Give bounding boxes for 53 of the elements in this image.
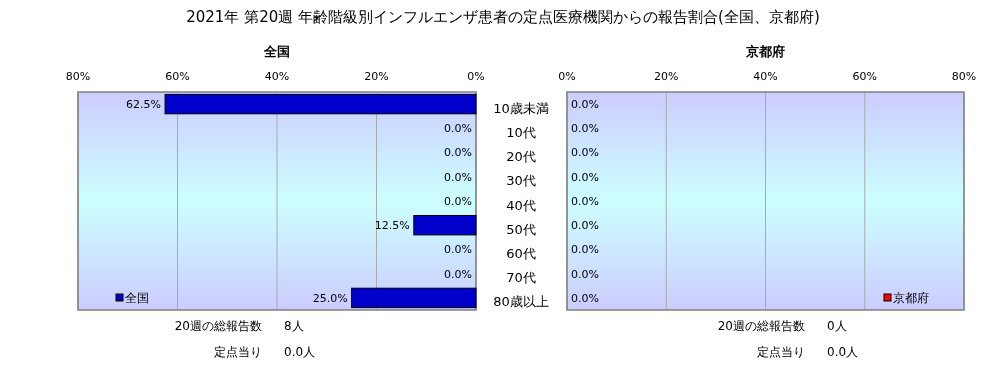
- data-label: 25.0%: [312, 291, 348, 305]
- y-tick-label: 10歳未満: [493, 100, 549, 116]
- data-label: 0.0%: [444, 243, 472, 257]
- legend-label: 全国: [125, 291, 149, 306]
- y-tick-label: 30代: [506, 173, 536, 189]
- bar: [164, 93, 477, 115]
- x-tick-label: 80%: [65, 70, 91, 83]
- data-label: 0.0%: [444, 170, 472, 184]
- chart-subtitle: 全国: [263, 44, 290, 59]
- data-label: 0.0%: [444, 267, 472, 281]
- x-tick-label: 60%: [165, 70, 190, 83]
- data-label: 12.5%: [374, 219, 410, 233]
- y-tick-label: 40代: [506, 197, 536, 213]
- x-tick-label: 0%: [467, 70, 485, 83]
- chart-title: 2021年 第20週 年齢階級別インフルエンザ患者の定点医療機関からの報告割合(全国、京都府): [186, 8, 820, 26]
- x-tick-label: 60%: [852, 70, 877, 83]
- data-label: 0.0%: [444, 122, 472, 136]
- text: 20週の総報告数: [717, 319, 805, 333]
- x-tick-label: 40%: [753, 70, 778, 83]
- y-tick-label: 70代: [506, 270, 536, 286]
- data-label: 0.0%: [571, 122, 599, 136]
- x-tick-label: 80%: [951, 70, 977, 83]
- data-label: 0.0%: [571, 97, 599, 111]
- data-label: 0.0%: [571, 194, 599, 208]
- x-tick-label: 20%: [654, 70, 679, 83]
- bar: [351, 287, 477, 309]
- bar: [413, 215, 477, 236]
- chart-title: 京都府: [745, 44, 785, 59]
- text: 8人: [284, 319, 304, 333]
- data-label: 0.0%: [571, 267, 599, 281]
- data-label: 0.0%: [571, 291, 599, 305]
- legend-label: 京都府: [893, 291, 929, 306]
- text: 0.0人: [284, 345, 316, 359]
- text: 0.0人: [827, 345, 859, 359]
- x-tick-label: 40%: [264, 70, 290, 83]
- data-label: 62.5%: [126, 97, 162, 111]
- data-label: 0.0%: [571, 146, 599, 160]
- data-label: 0.0%: [571, 170, 599, 184]
- text: 20週の総報告数: [174, 319, 262, 333]
- x-tick-label: 0%: [558, 70, 576, 83]
- y-tick-label: 20代: [506, 149, 536, 165]
- y-tick-label: 60代: [506, 245, 536, 261]
- y-tick-label: 50代: [506, 221, 536, 237]
- text: 定点当り: [214, 345, 262, 359]
- x-tick-label: 20%: [364, 70, 389, 83]
- y-tick-label: 10代: [506, 124, 536, 140]
- data-label: 0.0%: [571, 219, 599, 233]
- data-label: 0.0%: [444, 146, 472, 160]
- data-label: 0.0%: [571, 243, 599, 257]
- y-tick-label: 80歳以上: [493, 294, 549, 310]
- text: 0人: [827, 319, 847, 333]
- data-label: 0.0%: [444, 194, 472, 208]
- text: 定点当り: [757, 345, 805, 359]
